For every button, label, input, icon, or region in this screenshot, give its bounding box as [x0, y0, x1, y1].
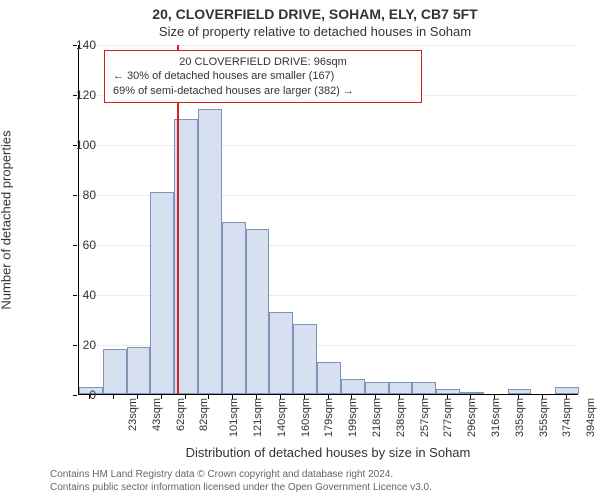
histogram-bar	[293, 324, 317, 394]
y-tick-mark	[73, 395, 77, 396]
attribution-line-2: Contains public sector information licen…	[50, 482, 432, 493]
x-tick-mark	[399, 395, 400, 399]
x-tick-label: 238sqm	[395, 398, 407, 437]
y-tick-mark	[73, 345, 77, 346]
x-tick-label: 199sqm	[347, 398, 359, 437]
y-tick-mark	[73, 45, 77, 46]
x-tick-label: 316sqm	[490, 398, 502, 437]
histogram-bar	[341, 379, 365, 394]
y-tick-mark	[73, 95, 77, 96]
x-tick-mark	[185, 395, 186, 399]
x-tick-label: 140sqm	[276, 398, 288, 437]
y-tick-mark	[73, 245, 77, 246]
histogram-bar	[389, 382, 413, 395]
attribution-line-1: Contains HM Land Registry data © Crown c…	[50, 469, 393, 480]
x-tick-label: 335sqm	[514, 398, 526, 437]
x-tick-label: 121sqm	[252, 398, 264, 437]
histogram-bar	[412, 382, 436, 395]
y-tick-mark	[73, 295, 77, 296]
histogram-bar	[508, 389, 532, 394]
x-tick-mark	[375, 395, 376, 399]
x-tick-label: 277sqm	[443, 398, 455, 437]
histogram-bar	[436, 389, 460, 394]
x-tick-mark	[113, 395, 114, 399]
x-tick-label: 355sqm	[538, 398, 550, 437]
histogram-bar	[460, 392, 484, 395]
histogram-bar	[269, 312, 293, 395]
histogram-bar	[103, 349, 127, 394]
info-box-line: ← 30% of detached houses are smaller (16…	[113, 69, 413, 83]
x-tick-label: 257sqm	[419, 398, 431, 437]
x-tick-mark	[232, 395, 233, 399]
histogram-bar	[317, 362, 341, 395]
info-box-line: 20 CLOVERFIELD DRIVE: 96sqm	[113, 55, 413, 69]
x-tick-label: 296sqm	[466, 398, 478, 437]
histogram-bar	[365, 382, 389, 395]
x-tick-mark	[137, 395, 138, 399]
chart-title-sub: Size of property relative to detached ho…	[50, 24, 580, 39]
x-tick-mark	[447, 395, 448, 399]
x-tick-label: 62sqm	[175, 398, 187, 431]
histogram-bar	[150, 192, 174, 395]
x-tick-mark	[494, 395, 495, 399]
property-info-box: 20 CLOVERFIELD DRIVE: 96sqm← 30% of deta…	[104, 50, 422, 103]
attribution-text: Contains HM Land Registry data © Crown c…	[50, 468, 586, 494]
histogram-bar	[198, 109, 222, 394]
x-tick-mark	[542, 395, 543, 399]
x-tick-mark	[280, 395, 281, 399]
y-tick-mark	[73, 195, 77, 196]
gridline	[79, 145, 578, 146]
x-tick-mark	[304, 395, 305, 399]
x-tick-label: 179sqm	[324, 398, 336, 437]
chart-title-main: 20, CLOVERFIELD DRIVE, SOHAM, ELY, CB7 5…	[50, 6, 580, 22]
x-tick-mark	[566, 395, 567, 399]
info-box-line: 69% of semi-detached houses are larger (…	[113, 84, 413, 98]
x-tick-label: 23sqm	[127, 398, 139, 431]
x-tick-label: 101sqm	[228, 398, 240, 437]
x-tick-label: 82sqm	[198, 398, 210, 431]
y-tick-mark	[73, 145, 77, 146]
histogram-bar	[127, 347, 151, 395]
histogram-bar	[555, 387, 579, 395]
chart-container: 20, CLOVERFIELD DRIVE, SOHAM, ELY, CB7 5…	[0, 0, 600, 500]
x-tick-mark	[470, 395, 471, 399]
x-tick-label: 160sqm	[300, 398, 312, 437]
x-tick-mark	[256, 395, 257, 399]
x-tick-label: 394sqm	[585, 398, 597, 437]
y-axis-label: Number of detached properties	[0, 130, 14, 309]
x-tick-label: 218sqm	[371, 398, 383, 437]
x-tick-mark	[423, 395, 424, 399]
x-tick-mark	[518, 395, 519, 399]
x-tick-label: 374sqm	[562, 398, 574, 437]
x-tick-mark	[208, 395, 209, 399]
x-axis-label: Distribution of detached houses by size …	[78, 445, 578, 460]
histogram-bar	[222, 222, 246, 395]
histogram-bar	[246, 229, 270, 394]
x-tick-mark	[328, 395, 329, 399]
x-tick-label: 43sqm	[151, 398, 163, 431]
x-tick-mark	[161, 395, 162, 399]
gridline	[79, 45, 578, 46]
x-tick-mark	[351, 395, 352, 399]
plot-area: 20 CLOVERFIELD DRIVE: 96sqm← 30% of deta…	[78, 45, 578, 395]
x-tick-mark	[89, 395, 90, 399]
